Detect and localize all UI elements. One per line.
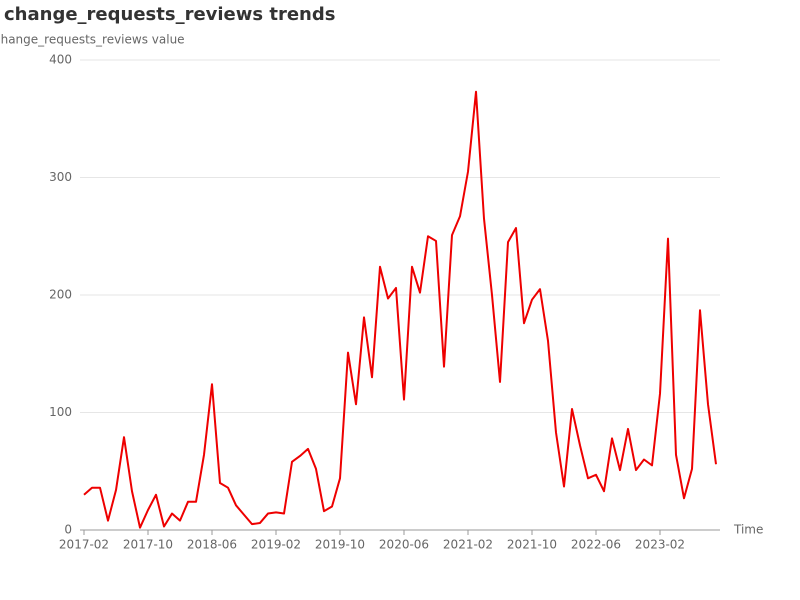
x-tick-label: 2023-02 <box>635 538 685 552</box>
x-axis-label: Time <box>733 523 763 537</box>
x-tick-label: 2021-10 <box>507 538 557 552</box>
x-tick-label: 2020-06 <box>379 538 429 552</box>
x-tick-label: 2018-06 <box>187 538 237 552</box>
y-axis-label: change_requests_reviews value <box>0 33 185 47</box>
y-tick-label: 0 <box>64 523 72 537</box>
chart-title: change_requests_reviews trends <box>4 4 335 25</box>
y-tick-label: 100 <box>49 405 72 419</box>
x-tick-label: 2021-02 <box>443 538 493 552</box>
data-line <box>83 90 717 529</box>
x-tick-label: 2022-06 <box>571 538 621 552</box>
x-tick-label: 2017-10 <box>123 538 173 552</box>
x-tick-label: 2019-02 <box>251 538 301 552</box>
x-tick-label: 2017-02 <box>59 538 109 552</box>
y-tick-label: 300 <box>49 170 72 184</box>
y-tick-label: 200 <box>49 288 72 302</box>
y-tick-label: 400 <box>49 53 72 67</box>
x-tick-label: 2019-10 <box>315 538 365 552</box>
